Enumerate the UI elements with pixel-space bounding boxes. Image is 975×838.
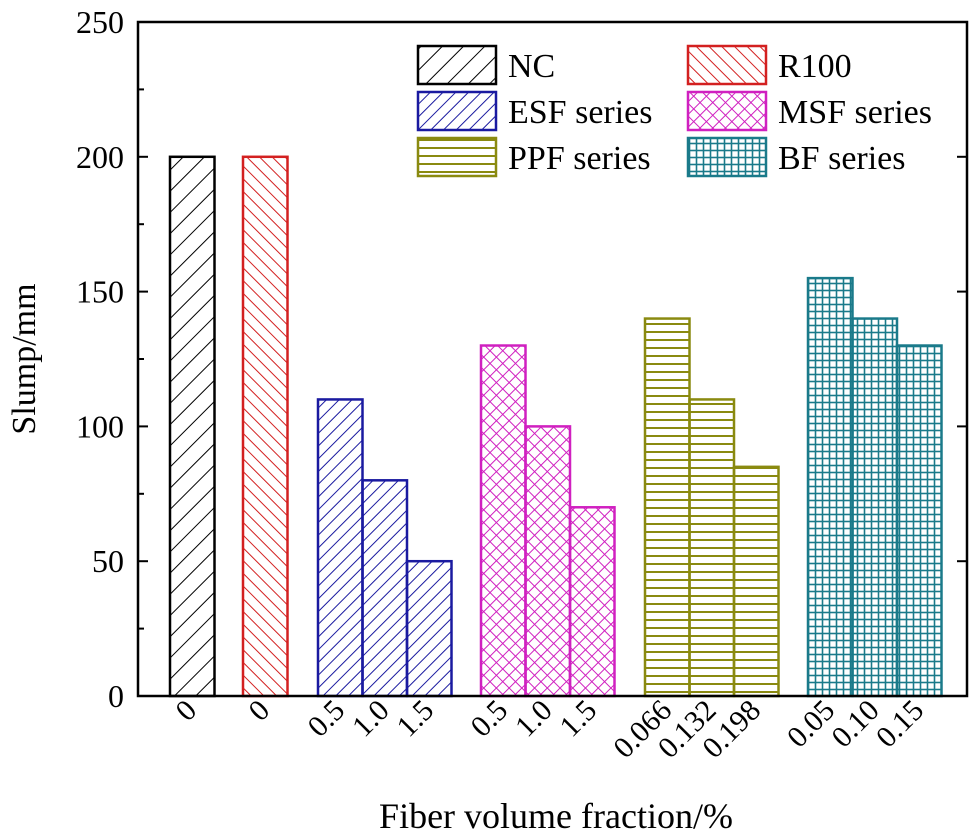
x-tick-label: 1.0 (509, 694, 559, 744)
bar-esf-series-3 (405, 559, 453, 698)
bar-msf-series-2 (524, 425, 572, 698)
legend-label: PPF series (508, 140, 651, 177)
bar-bf-series-1 (806, 276, 854, 698)
legend-label: ESF series (508, 94, 653, 131)
legend-swatch (686, 90, 768, 132)
bar-msf-series-3 (568, 506, 616, 698)
y-tick-label: 50 (92, 543, 124, 579)
bar-ppf-series-3 (732, 465, 780, 698)
x-tick-label: 0 (242, 694, 276, 728)
y-tick-label: 200 (76, 139, 124, 175)
bars-layer (168, 155, 943, 698)
y-tick-label: 150 (76, 274, 124, 310)
y-axis-label: Slump/mm (6, 283, 43, 434)
legend-swatch (416, 136, 498, 178)
y-tick-label: 250 (76, 4, 124, 40)
bar-nc-1 (168, 155, 216, 698)
y-tick-label: 0 (108, 678, 124, 714)
bar-esf-series-2 (361, 479, 409, 698)
legend-label: BF series (778, 140, 906, 177)
x-tick-label: 1.5 (553, 694, 603, 744)
x-tick-label: 0.5 (464, 694, 514, 744)
bar-bf-series-3 (895, 344, 943, 698)
bar-ppf-series-2 (688, 398, 736, 698)
x-tick-label: 0 (169, 694, 203, 728)
legend-label: MSF series (778, 94, 932, 131)
bar-ppf-series-1 (643, 317, 691, 698)
legend-swatch (686, 44, 768, 86)
bar-r100-1 (241, 155, 289, 698)
bar-msf-series-1 (479, 344, 527, 698)
legend: NC R100 ESF series MSF series PPF series BF s… (416, 44, 932, 178)
bar-bf-series-2 (851, 317, 899, 698)
legend-label: R100 (778, 48, 852, 85)
legend-label: NC (508, 48, 555, 85)
x-tick-label: 1.0 (346, 694, 396, 744)
legend-swatch (686, 136, 768, 178)
y-tick-label: 100 (76, 408, 124, 444)
bar-esf-series-1 (316, 398, 364, 698)
legend-swatch (416, 90, 498, 132)
legend-swatch (416, 44, 498, 86)
x-tick-label: 1.5 (390, 694, 440, 744)
plot-frame (136, 20, 969, 698)
x-tick-label: 0.5 (301, 694, 351, 744)
x-axis-label: Fiber volume fraction/% (379, 796, 733, 836)
x-tick-label: 0.15 (870, 694, 930, 754)
